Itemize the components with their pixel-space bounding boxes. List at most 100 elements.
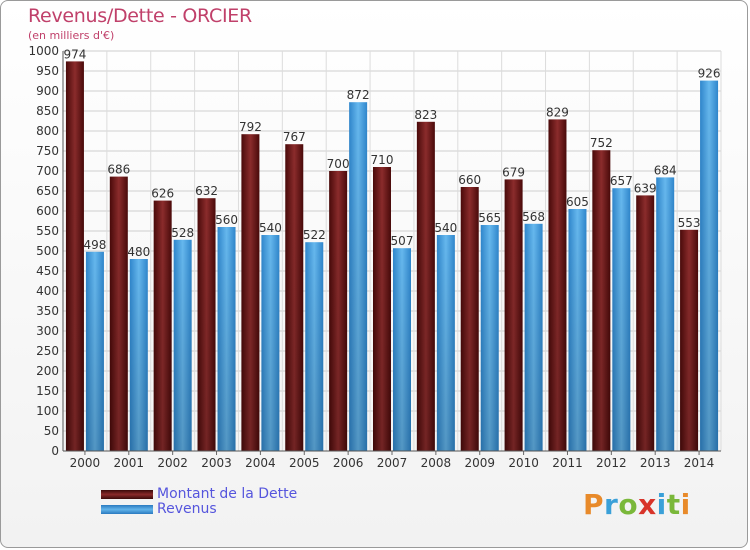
x-tick-label: 2005 xyxy=(289,456,320,470)
y-tick-label: 100 xyxy=(36,404,59,418)
y-tick-label: 900 xyxy=(36,84,59,98)
y-tick-label: 850 xyxy=(36,104,59,118)
data-label-dette: 752 xyxy=(590,136,613,150)
bar-revenus-shade xyxy=(568,209,587,451)
y-tick-label: 250 xyxy=(36,344,59,358)
bar-revenus-shade xyxy=(612,188,631,451)
bar-revenus-shade xyxy=(305,242,324,451)
bar-revenus-shade xyxy=(436,235,455,451)
y-tick-label: 800 xyxy=(36,124,59,138)
y-tick-label: 150 xyxy=(36,384,59,398)
logo-letter: o xyxy=(618,488,639,521)
legend-swatch-dette xyxy=(101,490,153,499)
x-tick-label: 2008 xyxy=(421,456,452,470)
bar-dette-shade xyxy=(636,195,655,451)
legend: Montant de la Dette Revenus xyxy=(101,487,361,517)
bar-revenus-shade xyxy=(261,235,280,451)
bar-dette-shade xyxy=(153,200,172,451)
logo-letter: i xyxy=(656,488,667,521)
logo-letter: i xyxy=(680,488,691,521)
data-label-dette: 632 xyxy=(195,184,218,198)
x-tick-label: 2010 xyxy=(508,456,539,470)
x-tick-label: 2011 xyxy=(552,456,583,470)
y-tick-label: 1000 xyxy=(28,44,59,58)
bar-dette-shade xyxy=(241,134,260,451)
bar-revenus-shade xyxy=(700,80,719,451)
logo-letter: P xyxy=(583,488,605,521)
x-tick-label: 2002 xyxy=(157,456,188,470)
x-tick-label: 2004 xyxy=(245,456,276,470)
data-label-dette: 700 xyxy=(327,157,350,171)
data-label-revenus: 528 xyxy=(171,226,194,240)
data-label-dette: 639 xyxy=(634,181,657,195)
bar-dette-shade xyxy=(285,144,304,451)
data-label-revenus: 565 xyxy=(478,211,501,225)
data-label-dette: 710 xyxy=(371,153,394,167)
bar-revenus-shade xyxy=(480,225,499,451)
data-label-revenus: 657 xyxy=(610,174,633,188)
y-tick-label: 500 xyxy=(36,244,59,258)
x-tick-label: 2003 xyxy=(201,456,232,470)
data-label-revenus: 540 xyxy=(434,221,457,235)
data-label-revenus: 872 xyxy=(347,88,370,102)
bar-revenus-shade xyxy=(85,251,104,451)
y-tick-label: 200 xyxy=(36,364,59,378)
bar-revenus-shade xyxy=(173,239,192,451)
bar-dette-shade xyxy=(65,61,84,452)
logo-letter: t xyxy=(666,488,681,521)
data-label-revenus: 605 xyxy=(566,195,589,209)
bar-revenus-shade xyxy=(393,248,411,451)
y-tick-label: 300 xyxy=(36,324,59,338)
data-label-revenus: 684 xyxy=(654,163,677,177)
bar-revenus-shade xyxy=(129,259,148,451)
bar-revenus-shade xyxy=(524,223,543,451)
y-tick-label: 350 xyxy=(36,304,59,318)
data-label-revenus: 560 xyxy=(215,213,238,227)
legend-item-dette: Montant de la Dette xyxy=(101,487,361,502)
data-label-revenus: 522 xyxy=(303,228,326,242)
logo-letter: x xyxy=(638,488,657,521)
data-label-dette: 660 xyxy=(458,173,481,187)
data-label-revenus: 480 xyxy=(127,245,150,259)
data-label-dette: 686 xyxy=(107,163,130,177)
x-tick-label: 2009 xyxy=(464,456,495,470)
bar-revenus-shade xyxy=(656,177,675,451)
x-tick-label: 2006 xyxy=(333,456,364,470)
bar-dette-shade xyxy=(373,167,391,451)
chart-subtitle: (en milliers d'€) xyxy=(28,29,115,42)
x-tick-label: 2013 xyxy=(640,456,671,470)
x-tick-label: 2007 xyxy=(377,456,408,470)
y-tick-label: 950 xyxy=(36,64,59,78)
x-tick-label: 2014 xyxy=(684,456,715,470)
bar-dette-shade xyxy=(416,121,435,452)
proxiti-logo: Proxiti xyxy=(583,488,691,521)
data-label-dette: 829 xyxy=(546,105,569,119)
bar-dette-shade xyxy=(329,171,348,451)
bar-revenus-shade xyxy=(217,227,236,451)
legend-label-dette: Montant de la Dette xyxy=(157,486,298,502)
legend-swatch-revenus xyxy=(101,505,153,514)
data-label-dette: 679 xyxy=(502,165,525,179)
bar-dette-shade xyxy=(680,229,699,451)
data-label-revenus: 926 xyxy=(698,67,721,81)
data-label-revenus: 568 xyxy=(522,210,545,224)
bar-dette-shade xyxy=(460,187,479,451)
data-label-revenus: 498 xyxy=(83,238,106,252)
chart-title: Revenus/Dette - ORCIER xyxy=(28,5,252,27)
bar-dette-shade xyxy=(504,179,523,451)
bar-dette-shade xyxy=(109,176,128,451)
x-tick-label: 2001 xyxy=(114,456,145,470)
data-label-dette: 626 xyxy=(151,187,174,201)
data-label-dette: 767 xyxy=(283,130,306,144)
data-label-dette: 823 xyxy=(414,108,437,122)
legend-item-revenus: Revenus xyxy=(101,502,361,517)
bar-dette-shade xyxy=(548,119,567,452)
y-tick-label: 400 xyxy=(36,284,59,298)
y-tick-label: 700 xyxy=(36,164,59,178)
bar-revenus-shade xyxy=(349,102,368,451)
x-tick-label: 2012 xyxy=(596,456,627,470)
bar-dette-shade xyxy=(592,150,611,451)
data-label-revenus: 507 xyxy=(391,234,414,248)
